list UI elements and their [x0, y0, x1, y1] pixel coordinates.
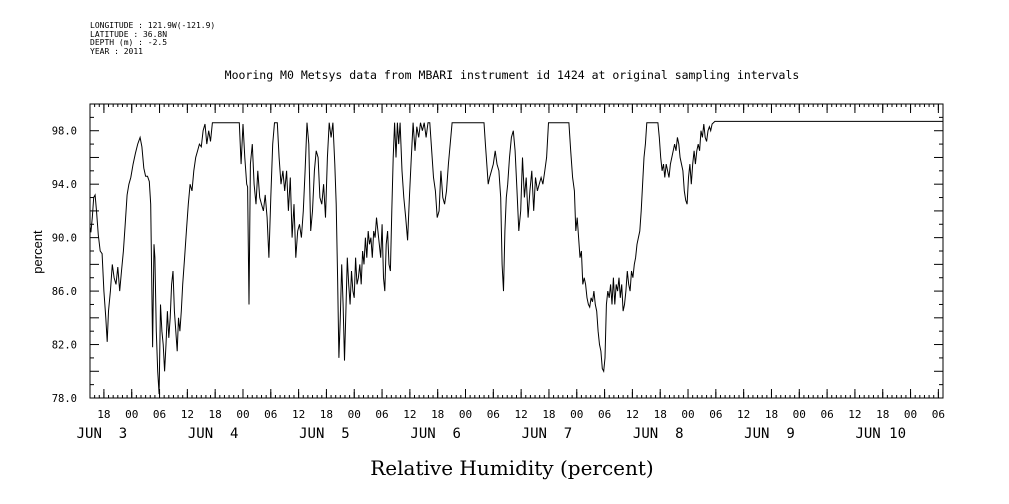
chart-title: Mooring M0 Metsys data from MBARI instru…: [225, 68, 800, 82]
plot-frame: [89, 103, 944, 399]
x-hour-label: 12: [292, 408, 305, 421]
x-hour-label: 12: [181, 408, 194, 421]
y-tick-label: 78.0: [52, 393, 77, 405]
x-day-label: JUN 3: [77, 426, 128, 442]
x-hour-label: 00: [459, 408, 472, 421]
latitude-line: LATITUDE : 36.8N: [90, 29, 168, 39]
x-hour-label: 18: [876, 408, 889, 421]
x-hour-label: 18: [320, 408, 333, 421]
year-line: YEAR : 2011: [90, 46, 143, 56]
x-day-label: JUN 4: [188, 426, 239, 442]
x-day-label: JUN 8: [633, 426, 684, 442]
x-hour-label: 12: [737, 408, 750, 421]
x-day-label: JUN 10: [855, 426, 906, 442]
x-hour-label: 00: [681, 408, 694, 421]
x-hour-label: 00: [793, 408, 806, 421]
axis-ticks: [89, 103, 944, 399]
x-hour-label: 00: [236, 408, 249, 421]
longitude-line: LONGITUDE : 121.9W(-121.9): [90, 21, 216, 30]
x-hour-label: 12: [515, 408, 528, 421]
x-hour-label: 06: [487, 408, 500, 421]
x-hour-label: 06: [820, 408, 833, 421]
x-hour-label: 00: [570, 408, 583, 421]
mooring-metadata: LONGITUDE : 121.9W(-121.9) LATITUDE : 36…: [90, 21, 216, 56]
x-hour-label: 06: [153, 408, 166, 421]
x-day-label: JUN 7: [522, 426, 573, 442]
x-hour-label: 18: [209, 408, 222, 421]
x-hour-label: 12: [403, 408, 416, 421]
x-hour-label: 06: [264, 408, 277, 421]
y-tick-label: 86.0: [52, 286, 77, 298]
x-day-label: JUN 6: [410, 426, 461, 442]
x-hour-label: 06: [375, 408, 388, 421]
x-hour-label: 00: [904, 408, 917, 421]
x-hour-label: 18: [542, 408, 555, 421]
x-hour-label: 06: [932, 408, 945, 421]
x-axis-label: Relative Humidity (percent): [370, 456, 653, 480]
x-day-label: JUN 5: [299, 426, 350, 442]
x-hour-label: 18: [97, 408, 110, 421]
x-tick-labels: 18 00 06 12 18 00 06 12 18 00 06 12 18 00 06 12 18 00 06 12…: [77, 408, 945, 442]
y-tick-label: 82.0: [52, 340, 77, 352]
x-hour-label: 06: [709, 408, 722, 421]
y-tick-labels: 78.0 82.0 86.0 90.0 94.0 98.0: [52, 126, 77, 405]
x-hour-label: 18: [654, 408, 667, 421]
y-tick-label: 90.0: [52, 233, 77, 245]
x-hour-label: 18: [431, 408, 444, 421]
x-hour-label: 12: [848, 408, 861, 421]
y-tick-label: 94.0: [52, 179, 77, 191]
x-hour-label: 00: [348, 408, 361, 421]
x-day-label: JUN 9: [744, 426, 795, 442]
x-hour-label: 18: [765, 408, 778, 421]
y-axis-label: percent: [30, 230, 45, 274]
x-hour-label: 00: [125, 408, 138, 421]
y-tick-label: 98.0: [52, 126, 77, 138]
relative-humidity-series-line: [89, 120, 943, 395]
depth-line: DEPTH (m) : -2.5: [90, 38, 168, 47]
x-hour-label: 12: [626, 408, 639, 421]
x-hour-label: 06: [598, 408, 611, 421]
